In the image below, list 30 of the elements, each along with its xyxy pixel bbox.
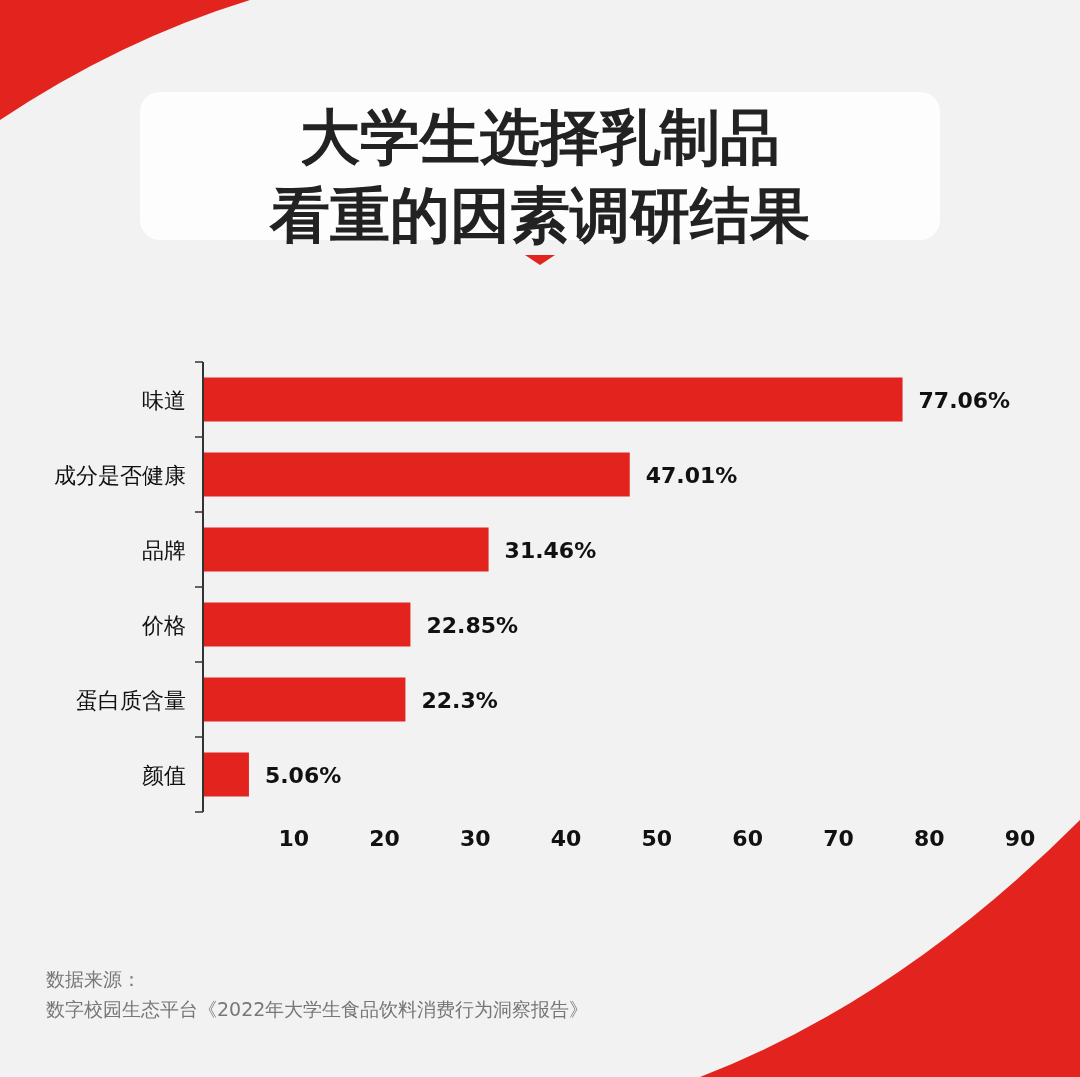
bar [203,377,903,422]
x-tick-label: 60 [732,826,763,851]
text: 数字校园生态平台《2022年大学生食品饮料消费行为洞察报告》 [46,998,589,1020]
x-tick-label: 40 [550,826,582,851]
x-tick-label: 90 [1004,826,1036,851]
chart-title: 大学生选择乳制品看重的因素调研结果 [269,102,810,250]
y-tick-label: 品牌 [142,537,186,563]
data-label: 47.01% [645,462,738,488]
y-tick-label: 成分是否健康 [54,462,186,488]
data-label: 77.06% [918,387,1011,413]
bar [203,602,411,647]
x-tick-label: 50 [641,826,673,851]
x-tick-label: 70 [823,826,854,851]
bar [203,752,249,797]
data-label: 31.46% [504,537,597,563]
bar [203,677,406,722]
x-tick-label: 30 [460,826,491,851]
data-label: 22.85% [426,612,519,638]
x-tick-label: 20 [369,826,400,851]
bar [203,452,630,497]
y-tick-label: 颜值 [142,762,186,788]
x-tick-label: 10 [278,826,310,851]
y-tick-label: 蛋白质含量 [76,687,186,713]
x-tick-label: 80 [913,826,945,851]
bar [203,527,489,572]
y-tick-label: 味道 [142,387,186,413]
y-tick-label: 价格 [141,612,186,638]
data-label: 22.3% [421,687,498,713]
data-label: 5.06% [264,762,342,788]
source-note: 数据来源： [46,968,141,990]
